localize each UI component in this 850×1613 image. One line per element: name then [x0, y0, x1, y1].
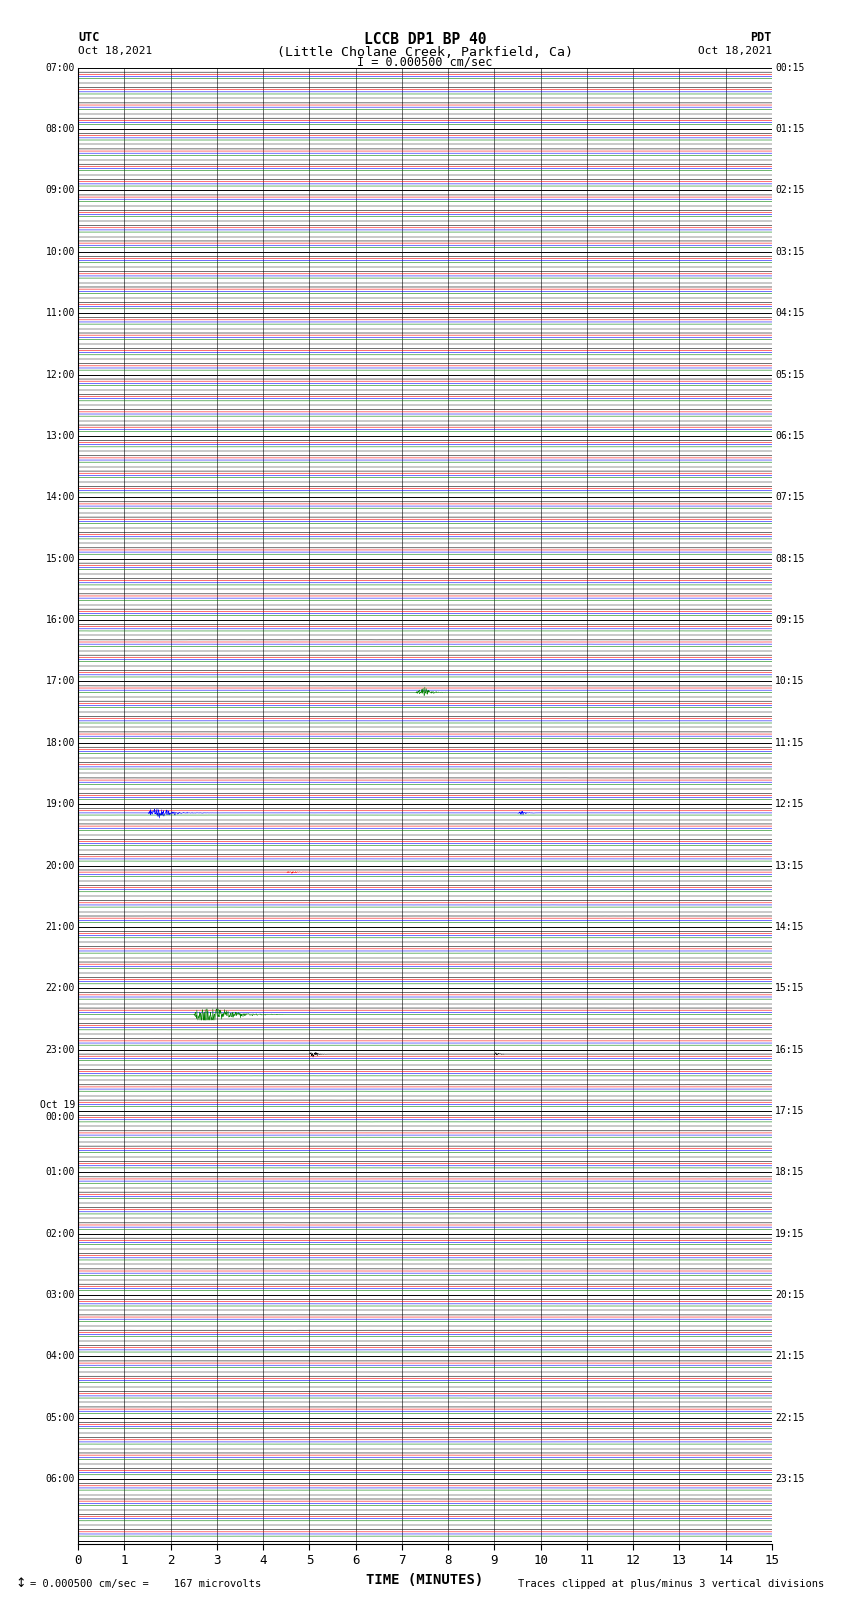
- Text: 02:15: 02:15: [775, 185, 805, 195]
- Text: 21:00: 21:00: [45, 923, 75, 932]
- Text: 22:15: 22:15: [775, 1413, 805, 1423]
- Text: 07:00: 07:00: [45, 63, 75, 73]
- Text: (Little Cholane Creek, Parkfield, Ca): (Little Cholane Creek, Parkfield, Ca): [277, 45, 573, 60]
- Text: 06:00: 06:00: [45, 1474, 75, 1484]
- Text: 05:00: 05:00: [45, 1413, 75, 1423]
- Text: I = 0.000500 cm/sec: I = 0.000500 cm/sec: [357, 55, 493, 69]
- Text: 08:15: 08:15: [775, 553, 805, 563]
- Text: 12:00: 12:00: [45, 369, 75, 379]
- Text: 11:00: 11:00: [45, 308, 75, 318]
- Text: = 0.000500 cm/sec =    167 microvolts: = 0.000500 cm/sec = 167 microvolts: [30, 1579, 261, 1589]
- Text: 23:15: 23:15: [775, 1474, 805, 1484]
- Text: 07:15: 07:15: [775, 492, 805, 502]
- Text: 04:15: 04:15: [775, 308, 805, 318]
- Text: 23:00: 23:00: [45, 1045, 75, 1055]
- Text: 06:15: 06:15: [775, 431, 805, 440]
- Text: 14:15: 14:15: [775, 923, 805, 932]
- Text: 21:15: 21:15: [775, 1352, 805, 1361]
- Text: 19:00: 19:00: [45, 798, 75, 810]
- Text: 02:00: 02:00: [45, 1229, 75, 1239]
- Text: 03:15: 03:15: [775, 247, 805, 256]
- Text: 17:00: 17:00: [45, 676, 75, 687]
- Text: 22:00: 22:00: [45, 984, 75, 994]
- Text: LCCB DP1 BP 40: LCCB DP1 BP 40: [364, 32, 486, 47]
- Text: 18:15: 18:15: [775, 1168, 805, 1177]
- Text: 05:15: 05:15: [775, 369, 805, 379]
- Text: 14:00: 14:00: [45, 492, 75, 502]
- Text: 16:00: 16:00: [45, 615, 75, 626]
- Text: 12:15: 12:15: [775, 798, 805, 810]
- Text: Oct 19
00:00: Oct 19 00:00: [40, 1100, 75, 1121]
- Text: 00:15: 00:15: [775, 63, 805, 73]
- Text: PDT: PDT: [751, 31, 772, 44]
- Text: 17:15: 17:15: [775, 1107, 805, 1116]
- Text: 13:15: 13:15: [775, 860, 805, 871]
- Text: 11:15: 11:15: [775, 737, 805, 748]
- Text: 16:15: 16:15: [775, 1045, 805, 1055]
- Text: 10:00: 10:00: [45, 247, 75, 256]
- Text: ↕: ↕: [15, 1578, 26, 1590]
- Text: Oct 18,2021: Oct 18,2021: [78, 45, 152, 56]
- Text: 03:00: 03:00: [45, 1290, 75, 1300]
- X-axis label: TIME (MINUTES): TIME (MINUTES): [366, 1573, 484, 1587]
- Text: 13:00: 13:00: [45, 431, 75, 440]
- Text: Traces clipped at plus/minus 3 vertical divisions: Traces clipped at plus/minus 3 vertical …: [518, 1579, 824, 1589]
- Text: 15:00: 15:00: [45, 553, 75, 563]
- Text: 09:00: 09:00: [45, 185, 75, 195]
- Text: 01:00: 01:00: [45, 1168, 75, 1177]
- Text: 09:15: 09:15: [775, 615, 805, 626]
- Text: 20:00: 20:00: [45, 860, 75, 871]
- Text: 10:15: 10:15: [775, 676, 805, 687]
- Text: 19:15: 19:15: [775, 1229, 805, 1239]
- Text: 18:00: 18:00: [45, 737, 75, 748]
- Text: Oct 18,2021: Oct 18,2021: [698, 45, 772, 56]
- Text: 08:00: 08:00: [45, 124, 75, 134]
- Text: UTC: UTC: [78, 31, 99, 44]
- Text: 04:00: 04:00: [45, 1352, 75, 1361]
- Text: 20:15: 20:15: [775, 1290, 805, 1300]
- Text: 15:15: 15:15: [775, 984, 805, 994]
- Text: 01:15: 01:15: [775, 124, 805, 134]
